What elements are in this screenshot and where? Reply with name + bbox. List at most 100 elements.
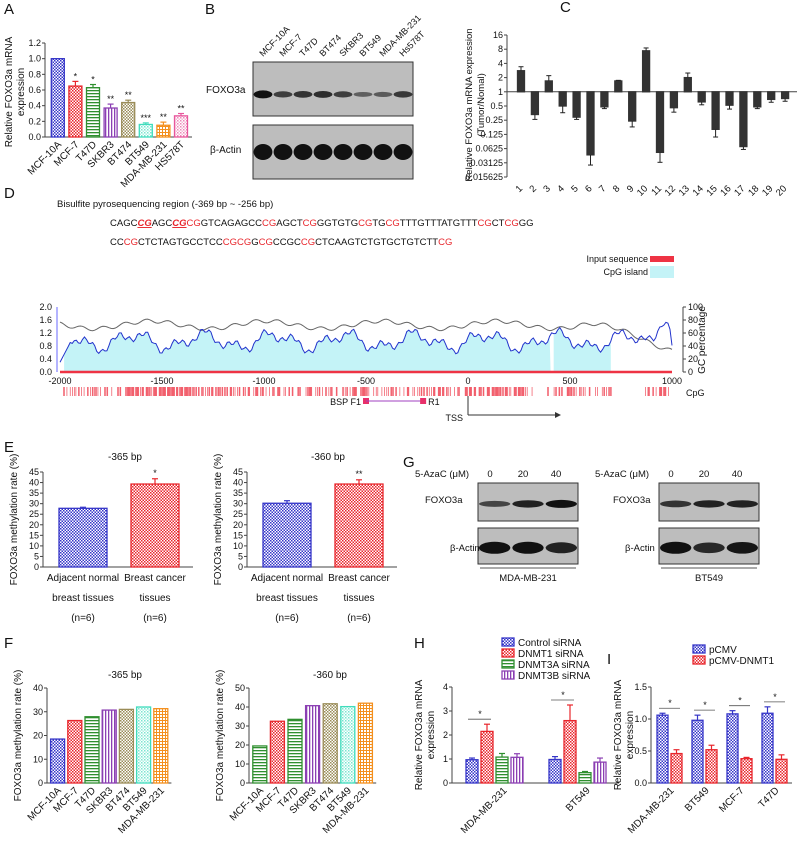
chart-f-360-y-tick-label: 40 xyxy=(235,702,245,712)
blot-b-actin-band xyxy=(393,144,413,160)
cpg-site: CG xyxy=(262,218,276,229)
chart-i-significance: * xyxy=(668,698,672,708)
chart-i-legend-swatch xyxy=(692,644,706,654)
cpg-site: CGCG xyxy=(223,237,252,248)
chart-d-y-title-right: GC percentage xyxy=(697,306,708,374)
chart-f-365-y-tick-label: 20 xyxy=(33,731,43,741)
chart-a: 0.0 0.2 0.4 0.6 0.8 1.0 1.2 Relative FOXO3a mRN… xyxy=(4,36,192,190)
chart-e-365-title: -365 bp xyxy=(108,452,142,463)
blot-b-actin-band xyxy=(353,144,373,160)
cpg-site: CG xyxy=(137,218,152,229)
chart-f-365-bar xyxy=(135,706,152,784)
chart-i-x-tick-label: T47D xyxy=(757,785,782,810)
chart-a-y-tick-label: 1.2 xyxy=(28,38,41,48)
chart-h-y-tick-label: 0 xyxy=(443,778,448,788)
chart-h-y-tick-label: 3 xyxy=(443,706,448,716)
chart-c-x-tick-label: 10 xyxy=(635,183,650,198)
blot-g-bt549-dose-label: 40 xyxy=(732,469,743,480)
chart-c-x-tick-label: 6 xyxy=(583,183,595,195)
chart-e-365-y-tick-label: 25 xyxy=(29,509,39,519)
chart-e-360-x-tick-label: (n=6) xyxy=(347,613,371,624)
chart-e-360-y-tick-label: 10 xyxy=(233,541,243,551)
chart-c-y-tick-label: 2 xyxy=(498,73,503,83)
chart-d-x-tick-label: -1500 xyxy=(150,376,173,386)
chart-c-x-tick-label: 7 xyxy=(597,183,609,195)
sequence-segment: G xyxy=(251,237,258,248)
chart-h-y-title-2: expression xyxy=(426,711,437,759)
cpg-site: CG xyxy=(301,237,315,248)
chart-e-360-y-tick-label: 0 xyxy=(238,562,243,572)
blot-g-mda-dose-label: 40 xyxy=(551,469,562,480)
chart-i-legend-label: pCMV xyxy=(709,645,737,656)
chart-e-360-y-tick-label: 40 xyxy=(233,478,243,488)
blot-g-bt549-row-label: β-Actin xyxy=(625,543,655,554)
chart-e-365-y-title: FOXO3a methylation rate (%) xyxy=(9,454,20,586)
blot-b-row-label: β-Actin xyxy=(210,145,241,156)
chart-h-y-title: Relative FOXO3a mRNA xyxy=(414,679,425,790)
chart-f-365-y-tick-label: 0 xyxy=(38,778,43,788)
chart-c-bar xyxy=(572,91,581,118)
chart-c-bar xyxy=(780,91,790,100)
chart-c-bar xyxy=(586,91,595,156)
chart-a-bar xyxy=(50,58,65,138)
chart-c-y-tick-label: 0.0625 xyxy=(475,144,503,154)
panel-label-a: A xyxy=(4,1,14,18)
blot-b-foxo3a xyxy=(252,61,414,117)
chart-h-legend-label: DNMT3B siRNA xyxy=(518,671,591,682)
chart-c-bar xyxy=(725,91,734,106)
blot-g-bt549-treatment-label: 5-AzaC (μM) xyxy=(595,469,649,480)
chart-c-y-tick-label: 0.25 xyxy=(485,115,503,125)
blot-b-foxo3a-band xyxy=(373,91,393,97)
sequence-segment: CCGC xyxy=(273,237,301,248)
cpg-site: CG xyxy=(438,237,452,248)
chart-e-365-x-tick-label: Adjacent normal xyxy=(47,573,119,584)
legend-cpg-island-swatch xyxy=(650,266,674,278)
panel-label-i: I xyxy=(607,651,611,668)
chart-d-title: Bisulfite pyrosequencing region (-369 bp… xyxy=(57,199,273,210)
chart-i-bar xyxy=(705,749,718,784)
chart-i-legend-label: pCMV-DNMT1 xyxy=(709,656,774,667)
blot-g-mda-actin-band xyxy=(479,541,511,554)
chart-d-y-tick-label-right: 80 xyxy=(688,315,698,325)
tss-arrow-head xyxy=(555,412,561,418)
blot-b-foxo3a-band xyxy=(353,91,373,97)
chart-d-cpg-label: CpG xyxy=(686,388,705,398)
blot-g-bt549-foxo3a-band xyxy=(660,500,692,508)
chart-h-bar xyxy=(495,756,509,784)
chart-i-bar xyxy=(740,758,753,784)
sequence-segment: CT xyxy=(492,218,505,229)
chart-a-significance: ** xyxy=(125,90,133,100)
chart-h-legend-label: DNMT1 siRNA xyxy=(518,649,584,660)
chart-h: 0 1 2 3 4 Relative FOXO3a mRNA expression Contr… xyxy=(414,637,619,836)
chart-a-significance: * xyxy=(74,71,78,81)
chart-e-360-y-tick-label: 30 xyxy=(233,499,243,509)
chart-d-y-tick-label-left: 2.0 xyxy=(39,302,52,312)
chart-c-x-tick-label: 9 xyxy=(625,183,637,195)
chart-f-365-y-tick-label: 30 xyxy=(33,707,43,717)
chart-h-y-tick-label: 2 xyxy=(443,730,448,740)
chart-e-360-y-tick-label: 35 xyxy=(233,488,243,498)
chart-e-365-y-tick-label: 40 xyxy=(29,478,39,488)
chart-c-y-tick-label: 0.5 xyxy=(490,101,503,111)
chart-c-y-tick-label: 1 xyxy=(498,87,503,97)
panel-label-b: B xyxy=(205,1,215,18)
chart-c-x-tick-label: 1 xyxy=(514,183,526,195)
chart-c-bar xyxy=(516,70,526,93)
blot-g-mda-row-label: β-Actin xyxy=(450,543,480,554)
chart-a-y-title-2: expression xyxy=(16,68,27,116)
blot-b-actin-band xyxy=(313,144,333,160)
chart-a-y-tick-label: 0.2 xyxy=(28,116,41,126)
blot-g-mda-row-label: FOXO3a xyxy=(425,495,463,506)
chart-f-360-y-tick-label: 0 xyxy=(240,778,245,788)
sequence-segment: CC xyxy=(110,237,124,248)
chart-c-bar xyxy=(697,91,706,103)
sequence-line: CAGCCGAGCCGCGGTCAGAGCCCGAGCTCGGGTGTGCGTG… xyxy=(110,218,534,229)
primer-r1-label: R1 xyxy=(428,397,440,407)
chart-i-y-tick-label: 1.5 xyxy=(634,682,647,692)
panel-label-g: G xyxy=(403,454,415,471)
blot-b-foxo3a-band xyxy=(393,91,413,98)
chart-f-360-bar xyxy=(287,718,303,784)
chart-h-bar xyxy=(510,756,524,784)
blot-g-mda-actin-band xyxy=(545,542,577,554)
panel-label-f: F xyxy=(4,635,13,652)
